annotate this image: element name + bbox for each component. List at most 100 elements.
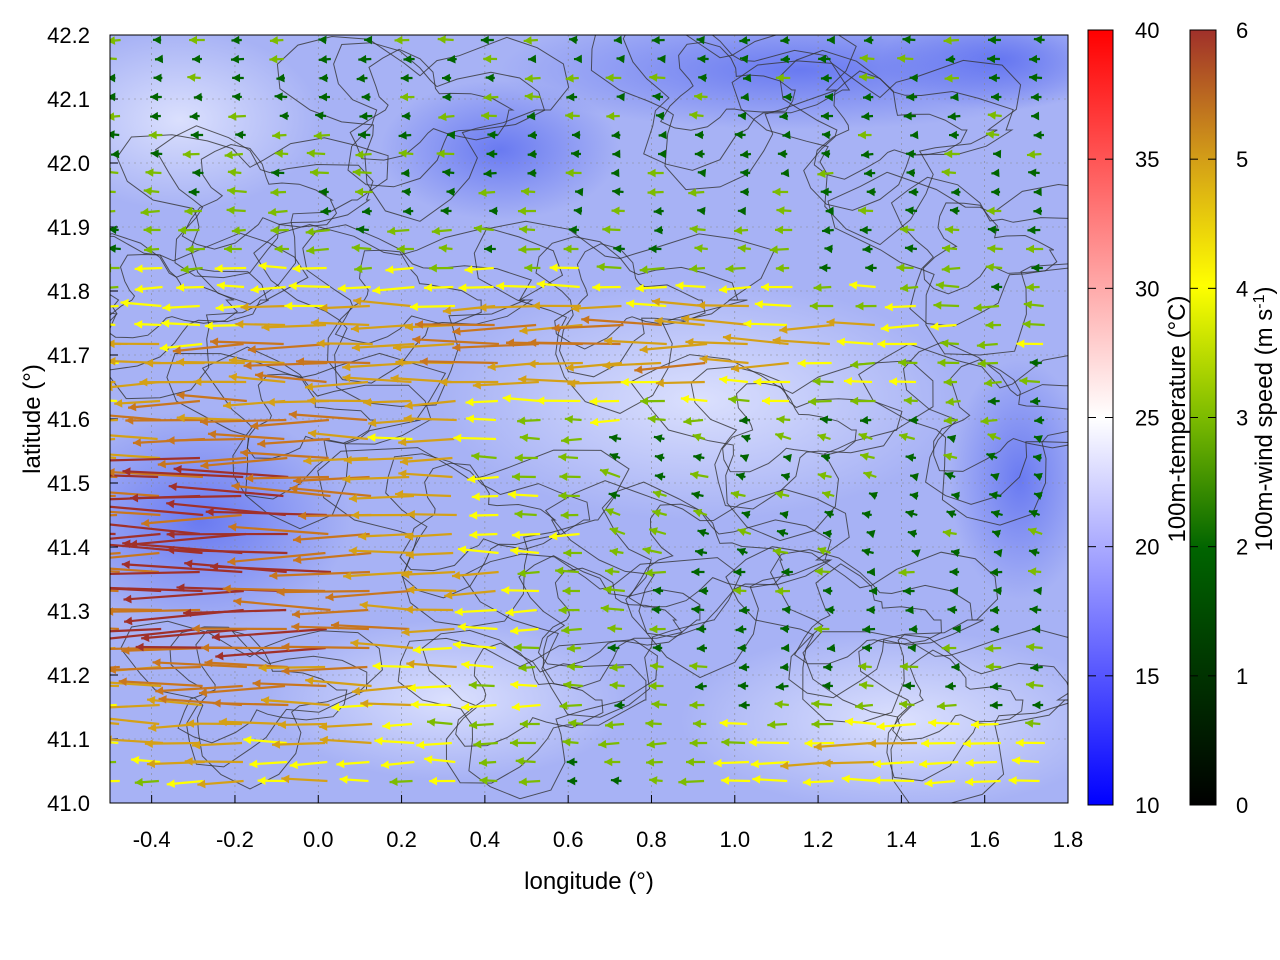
wind-vector-head: [88, 519, 96, 528]
wind-vector-head: [281, 666, 290, 676]
wind-vector-head: [400, 73, 409, 83]
wind-vector-head: [695, 130, 704, 140]
wind-vector-head: [367, 433, 376, 442]
wind-vector-head: [215, 303, 224, 312]
wind-vector-head: [775, 432, 785, 441]
wind-vector-head: [240, 448, 249, 458]
wind-vector-head: [822, 681, 831, 691]
wind-vector-head: [318, 187, 328, 197]
terrain-contour: [690, 366, 903, 510]
wind-vector-head: [230, 54, 240, 64]
wind-vector-head: [722, 333, 732, 343]
wind-vector: [110, 510, 161, 517]
wind-vector-head: [502, 394, 511, 403]
wind-vector-head: [639, 345, 648, 354]
wind-vector-head: [99, 714, 107, 723]
x-tick-label: 1.6: [969, 827, 1000, 852]
wind-vector-head: [424, 283, 433, 292]
wind-vector-head: [228, 356, 238, 365]
wind-vector: [258, 665, 326, 670]
wind-vector-head: [678, 777, 687, 787]
wind-vector-head: [781, 643, 790, 653]
wind-vector: [289, 486, 372, 498]
wind-vector-head: [359, 601, 368, 610]
wind-vector-head: [909, 73, 918, 83]
wind-vector-head: [980, 416, 989, 426]
wind-vector-head: [1033, 130, 1042, 140]
wind-colorbar-label: 100m-wind speed (m s-1): [1251, 287, 1279, 552]
wind-vector-head: [985, 644, 994, 653]
wind-vector-head: [404, 401, 413, 410]
wind-vector-head: [777, 149, 786, 159]
wind-vector-head: [438, 112, 447, 122]
wind-vector-head: [1033, 586, 1042, 596]
wind-vector-head: [658, 130, 667, 140]
wind-vector-head: [769, 245, 778, 254]
wind-vector-head: [779, 325, 788, 334]
wind-vector-head: [985, 130, 995, 139]
wind-vector-head: [403, 54, 412, 64]
wind-vector-head: [172, 346, 182, 355]
wind-vector-head: [612, 187, 621, 197]
wind-vector-head: [609, 452, 619, 461]
wind-vector-head: [176, 413, 185, 423]
y-tick-label: 42.1: [47, 87, 90, 112]
wind-vector: [110, 627, 200, 640]
wind-vector-head: [692, 433, 702, 442]
wind-vector-head: [942, 528, 952, 538]
wind-vector-head: [987, 54, 996, 64]
wind-vector-head: [651, 35, 660, 45]
wind-vector-head: [480, 35, 489, 45]
wind-vector-head: [930, 322, 939, 331]
wind-vector-head: [145, 168, 154, 177]
wind-vector: [401, 570, 456, 576]
terrain-contour: [201, 346, 432, 500]
wind-vector-head: [761, 396, 770, 406]
wind-vector-head: [506, 338, 515, 348]
wind-vector-head: [841, 774, 850, 784]
temperature-colorbar-tick-label: 35: [1135, 147, 1159, 172]
wind-vector-head: [436, 149, 445, 159]
y-tick-label: 41.1: [47, 727, 90, 752]
y-tick-label: 41.7: [47, 343, 90, 368]
wind-vector-head: [697, 168, 707, 178]
wind-vector: [200, 456, 288, 468]
wind-vector: [655, 380, 705, 385]
wind-vector: [571, 304, 622, 310]
terrain-contour: [802, 628, 1068, 803]
terrain-contour: [659, 41, 796, 131]
wind-vector-head: [721, 738, 730, 747]
wind-vector-head: [648, 681, 657, 691]
wind-vector-head: [909, 491, 919, 501]
wind-vector-head: [521, 187, 530, 196]
wind-vector: [478, 304, 541, 309]
wind-vector: [222, 587, 326, 593]
wind-vector-head: [681, 314, 690, 324]
wind-vector-head: [110, 468, 115, 477]
wind-vector-head: [364, 35, 373, 45]
wind-vector-head: [737, 643, 746, 653]
wind-vector: [293, 551, 372, 562]
wind-vector-head: [257, 776, 266, 786]
wind-vector-head: [696, 35, 705, 45]
wind-vector-head: [319, 92, 327, 102]
wind-vector: [826, 320, 875, 327]
wind-vector-head: [487, 130, 496, 140]
wind-vector-head: [737, 547, 747, 556]
wind-vector-head: [227, 186, 236, 196]
wind-vector: [231, 484, 331, 498]
y-tick-label: 41.6: [47, 407, 90, 432]
wind-vector-head: [274, 244, 283, 254]
wind-vector-head: [646, 757, 655, 767]
wind-vector-head: [33, 583, 41, 592]
terrain-contour: [890, 176, 1068, 327]
y-tick-label: 42.0: [47, 151, 90, 176]
wind-vector-head: [157, 459, 166, 469]
wind-vector-head: [817, 169, 826, 179]
wind-vector-head: [95, 495, 103, 504]
wind-vector-head: [780, 624, 789, 634]
wind-vector: [651, 300, 704, 308]
wind-vector-head: [985, 662, 994, 672]
wind-vector-head: [288, 410, 297, 420]
wind-vector-head: [862, 643, 871, 653]
